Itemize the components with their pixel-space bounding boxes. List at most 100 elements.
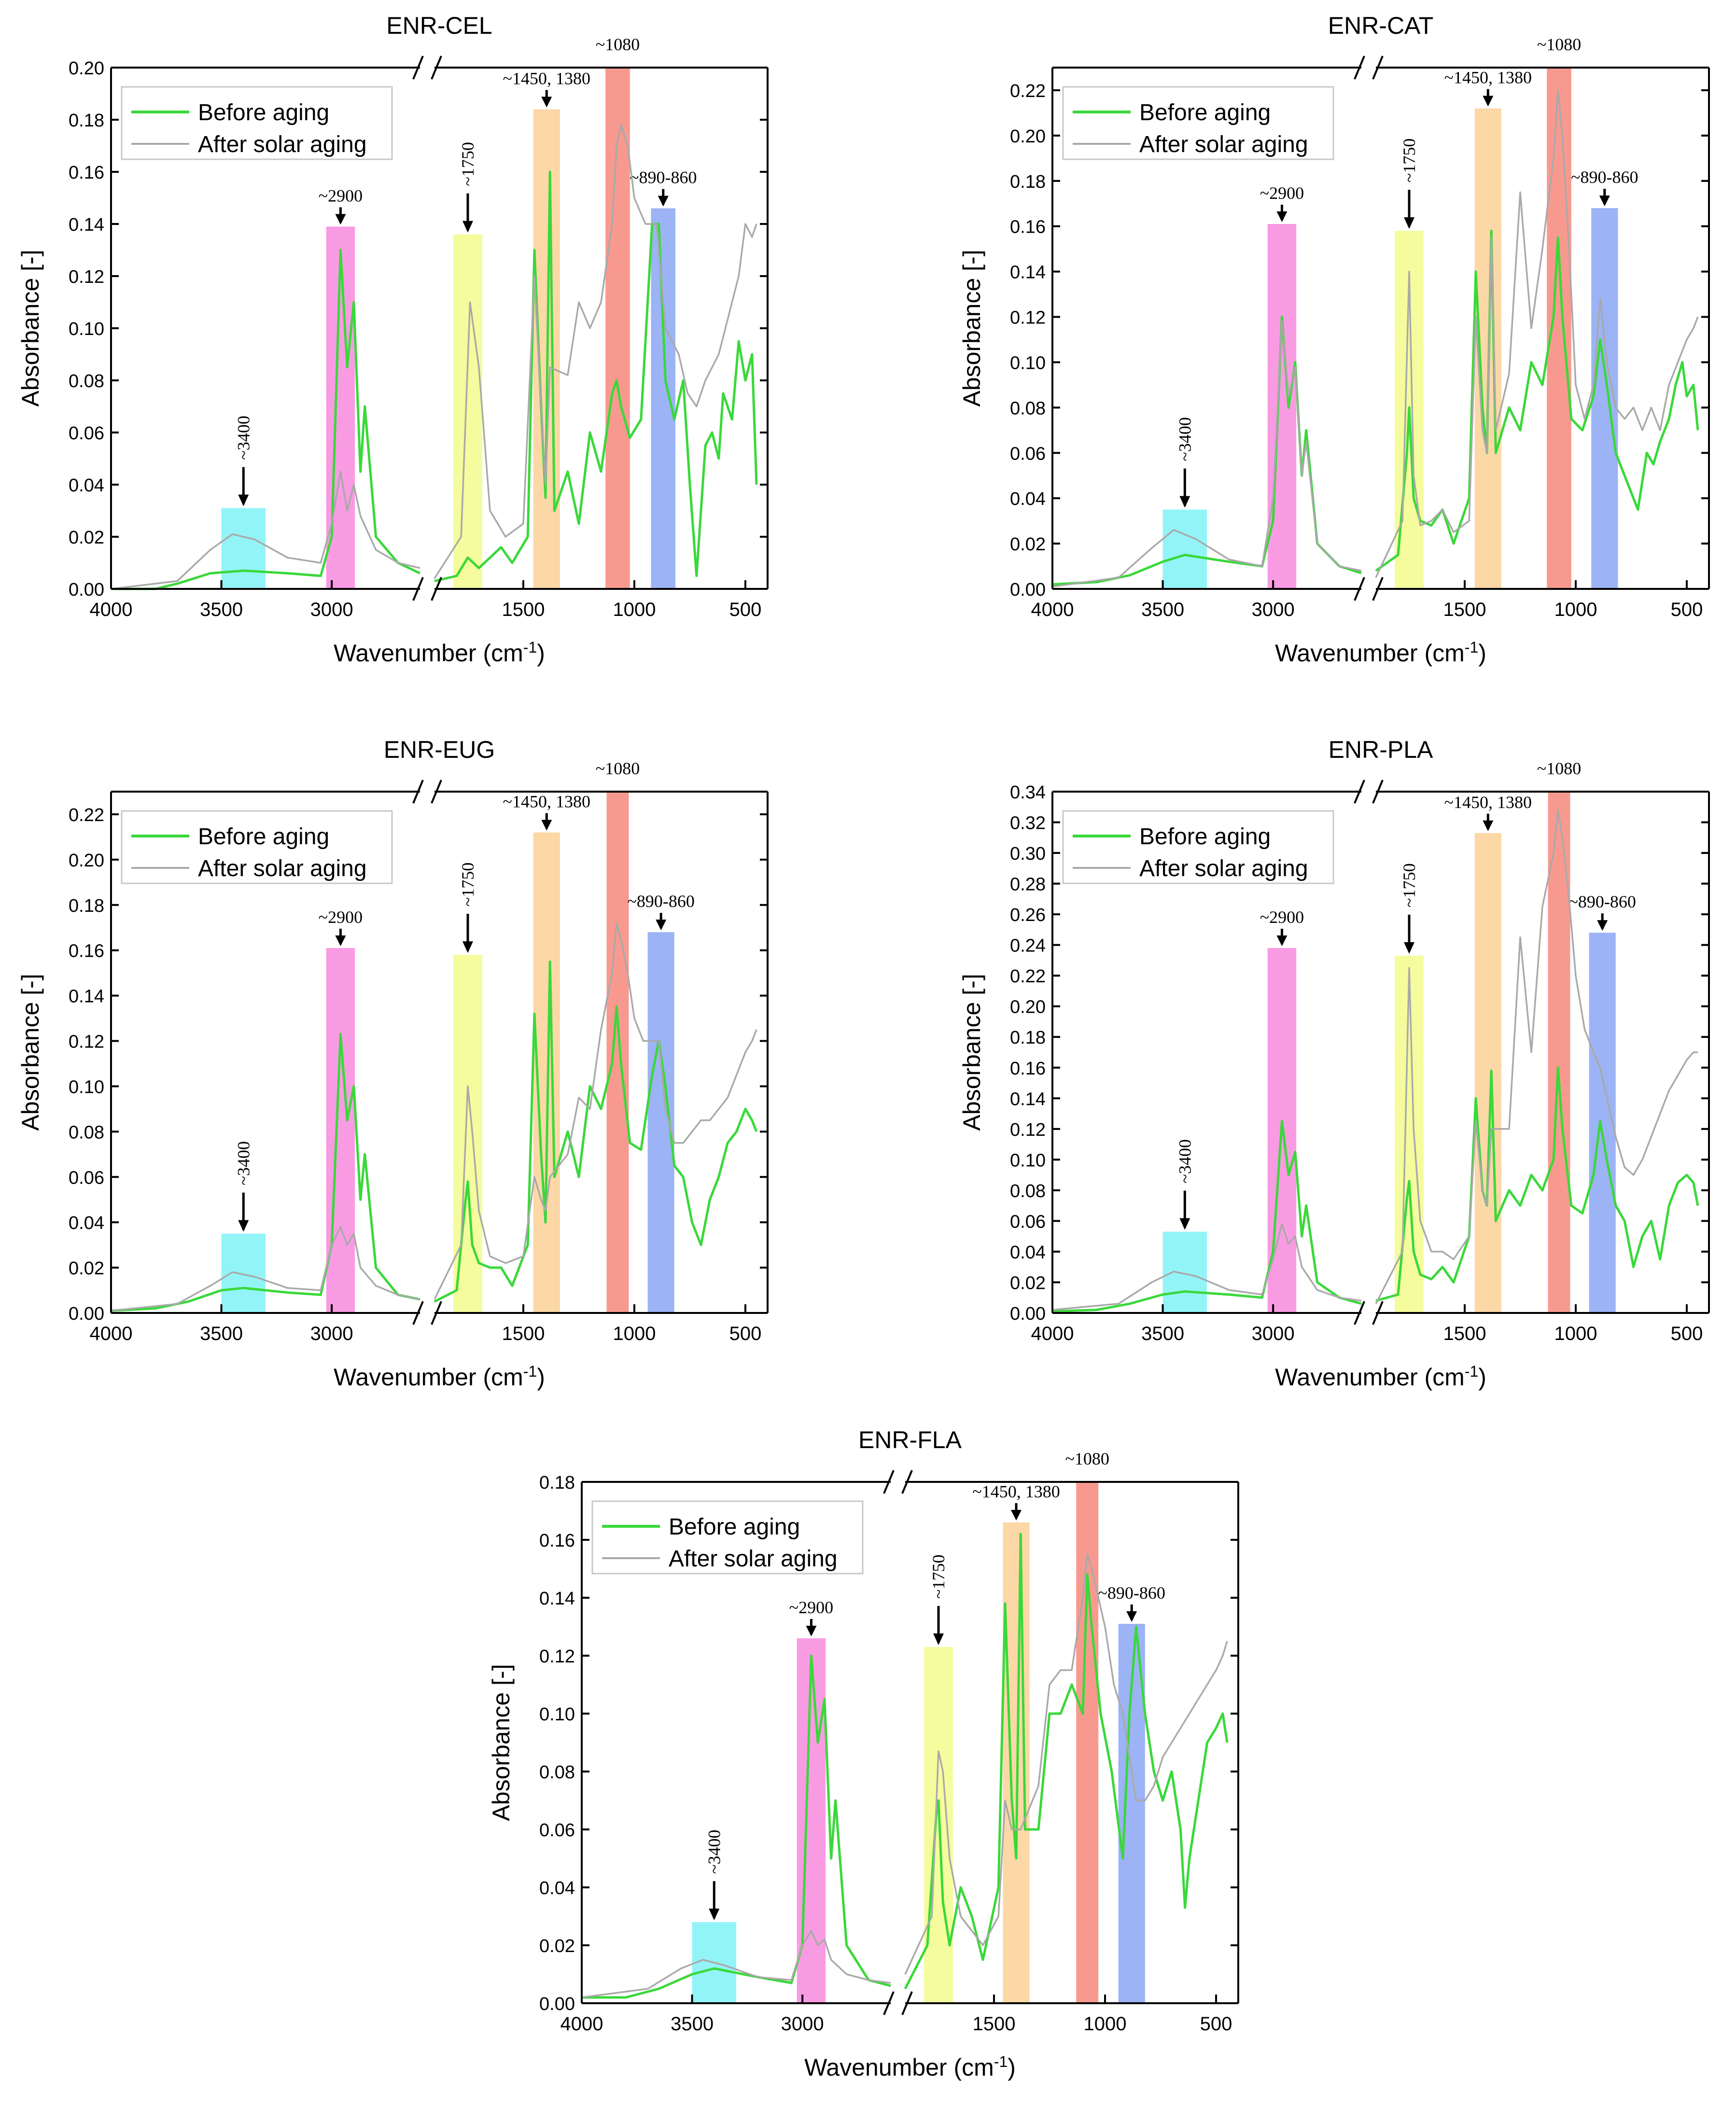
legend-label: After solar aging bbox=[669, 1546, 838, 1572]
legend-label: Before aging bbox=[198, 100, 329, 126]
y-tick-label: 0.18 bbox=[539, 1473, 575, 1493]
legend-box bbox=[1062, 810, 1334, 884]
chart-svg: ENR-CAT ~3400 ~2900 ~1750 ~1450, 1380 ~1080 ~8… bbox=[958, 12, 1710, 667]
x-tick-label: 4000 bbox=[90, 599, 133, 620]
band-label: ~3400 bbox=[1175, 1139, 1194, 1183]
x-tick-label: 4000 bbox=[1031, 1323, 1074, 1344]
y-tick-label: 0.14 bbox=[69, 987, 104, 1007]
axis-break-mark bbox=[431, 577, 442, 601]
chart-enr-cat: ENR-CAT ~3400 ~2900 ~1750 ~1450, 1380 ~1080 ~8… bbox=[941, 0, 1736, 693]
band-arrowhead bbox=[1276, 935, 1288, 946]
band-label: ~1450, 1380 bbox=[1444, 68, 1532, 87]
band-arrowhead bbox=[658, 195, 669, 207]
y-tick-label: 0.20 bbox=[1010, 126, 1046, 147]
x-label-sup: -1 bbox=[994, 2053, 1008, 2070]
highlight-band bbox=[651, 208, 676, 589]
chart-title: ENR-EUG bbox=[384, 736, 495, 763]
chart-svg: ENR-FLA ~3400 ~2900 ~1750 ~1450, 1380 ~1080 ~8… bbox=[488, 1426, 1239, 2081]
y-tick-label: 0.28 bbox=[1010, 875, 1046, 895]
highlight-band bbox=[221, 508, 266, 589]
y-tick-label: 0.18 bbox=[1010, 1028, 1046, 1048]
band-arrowhead bbox=[806, 1626, 817, 1636]
axis-break-mark bbox=[1372, 1301, 1384, 1325]
band-arrowhead bbox=[462, 221, 473, 233]
axis-break-mark bbox=[431, 780, 442, 804]
y-tick-label: 0.04 bbox=[69, 1213, 104, 1233]
x-tick-label: 1500 bbox=[973, 2013, 1016, 2035]
x-tick-label: 3000 bbox=[310, 599, 353, 620]
band-arrowhead bbox=[1599, 195, 1610, 207]
band-label: ~890-860 bbox=[1568, 892, 1636, 911]
legend: Before aging After solar aging bbox=[1062, 810, 1334, 884]
y-tick-label: 0.30 bbox=[1010, 844, 1046, 864]
band-label: ~1450, 1380 bbox=[1444, 793, 1532, 812]
x-tick-label: 3000 bbox=[1252, 1323, 1295, 1344]
series-line-after bbox=[111, 471, 420, 590]
band-label: ~1080 bbox=[596, 759, 640, 778]
chart-svg: ENR-PLA ~3400 ~2900 ~1750 ~1450, 1380 ~1080 ~8… bbox=[958, 736, 1710, 1391]
legend-label: After solar aging bbox=[1139, 132, 1308, 157]
y-tick-label: 0.10 bbox=[539, 1704, 575, 1725]
band-label: ~890-860 bbox=[1098, 1583, 1165, 1603]
y-tick-label: 0.10 bbox=[1010, 353, 1046, 373]
series-line-before bbox=[434, 170, 758, 583]
series-line-before bbox=[904, 1533, 1229, 1990]
band-label: ~1750 bbox=[1400, 863, 1419, 907]
axis-break-mark bbox=[412, 577, 424, 601]
legend-box bbox=[121, 810, 393, 884]
band-arrowhead bbox=[238, 1220, 249, 1232]
band-arrowhead bbox=[1404, 217, 1414, 229]
y-tick-label: 0.14 bbox=[1010, 263, 1046, 283]
chart-title: ENR-CEL bbox=[386, 12, 492, 39]
x-tick-label: 3500 bbox=[1141, 599, 1184, 620]
y-tick-label: 0.12 bbox=[539, 1647, 575, 1667]
band-label: ~3400 bbox=[234, 1141, 253, 1185]
y-tick-label: 0.14 bbox=[1010, 1089, 1046, 1109]
chart-enr-fla: ENR-FLA ~3400 ~2900 ~1750 ~1450, 1380 ~1080 ~8… bbox=[471, 1414, 1267, 2107]
band-label: ~890-860 bbox=[1571, 167, 1638, 187]
band-arrowhead bbox=[1126, 1611, 1137, 1622]
x-label-end: ) bbox=[1478, 1364, 1486, 1391]
x-axis-label: Wavenumber (cm-1) bbox=[1275, 639, 1486, 667]
x-label-main: Wavenumber (cm bbox=[1275, 1364, 1465, 1391]
x-label-end: ) bbox=[1008, 2054, 1016, 2081]
y-tick-label: 0.08 bbox=[1010, 1181, 1046, 1201]
band-arrowhead bbox=[1404, 942, 1414, 954]
legend-label: After solar aging bbox=[1139, 856, 1308, 881]
chart-title: ENR-FLA bbox=[858, 1426, 962, 1453]
y-tick-label: 0.24 bbox=[1010, 936, 1046, 956]
y-tick-label: 0.26 bbox=[1010, 905, 1046, 925]
legend: Before aging After solar aging bbox=[121, 86, 393, 160]
band-label: ~1750 bbox=[929, 1555, 948, 1599]
y-tick-label: 0.10 bbox=[69, 319, 104, 339]
y-tick-label: 0.00 bbox=[1010, 1304, 1046, 1324]
axis-break-mark bbox=[883, 1991, 895, 2015]
band-arrowhead bbox=[1179, 496, 1190, 508]
y-tick-label: 0.06 bbox=[1010, 1212, 1046, 1232]
y-tick-label: 0.32 bbox=[1010, 813, 1046, 834]
y-tick-label: 0.04 bbox=[539, 1878, 575, 1898]
legend-box bbox=[121, 86, 393, 160]
highlight-band bbox=[453, 955, 482, 1313]
y-tick-label: 0.02 bbox=[1010, 1273, 1046, 1293]
x-tick-label: 500 bbox=[1200, 2013, 1232, 2035]
y-tick-label: 0.02 bbox=[539, 1936, 575, 1956]
band-label: ~1080 bbox=[1065, 1449, 1109, 1468]
y-tick-label: 0.00 bbox=[539, 1994, 575, 2014]
highlight-band bbox=[326, 948, 355, 1313]
band-arrowhead bbox=[238, 494, 249, 506]
highlight-band bbox=[1548, 792, 1570, 1313]
chart-enr-eug: ENR-EUG ~3400 ~2900 ~1750 ~1450, 1380 ~1080 ~8… bbox=[0, 724, 797, 1417]
y-tick-label: 0.12 bbox=[69, 267, 104, 287]
band-arrowhead bbox=[1276, 211, 1288, 222]
y-tick-label: 0.12 bbox=[1010, 308, 1046, 328]
series-line-after bbox=[1052, 1223, 1362, 1311]
x-tick-label: 4000 bbox=[560, 2013, 603, 2035]
x-tick-label: 3500 bbox=[200, 599, 243, 620]
axis-break-mark bbox=[1354, 1301, 1365, 1325]
axis-break-mark bbox=[431, 1301, 442, 1325]
chart-enr-cel: ENR-CEL ~3400 ~2900 ~1750 ~1450, 1380 ~1080 ~8… bbox=[0, 0, 797, 693]
y-tick-label: 0.34 bbox=[1010, 782, 1046, 803]
band-label: ~1450, 1380 bbox=[972, 1482, 1060, 1501]
x-axis-label: Wavenumber (cm-1) bbox=[334, 639, 545, 667]
